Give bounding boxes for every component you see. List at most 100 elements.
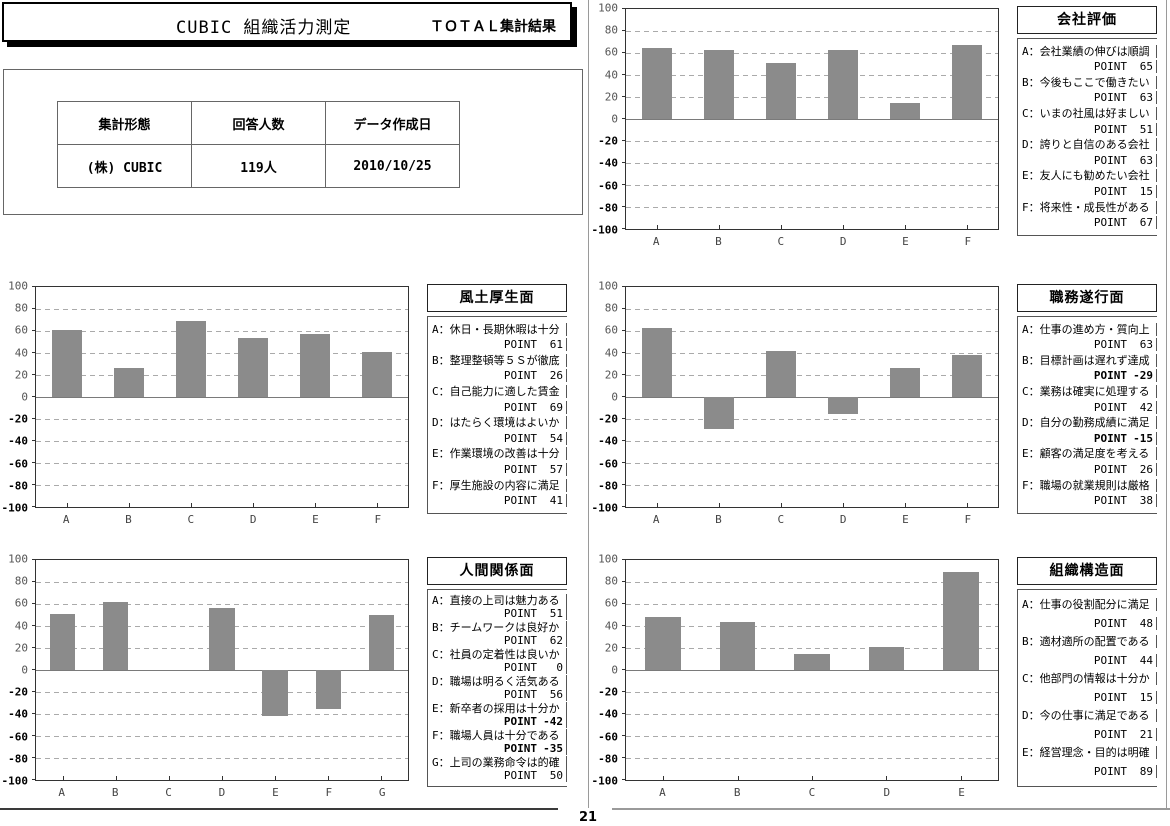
summary-info-table: 集計形態 回答人数 データ作成日 (株) CUBIC 119人 2010/10/… [57, 101, 460, 188]
bar-C [766, 62, 796, 119]
legend-item-point: POINT 63 [1022, 338, 1157, 352]
bar-chart-plot [622, 559, 999, 781]
x-axis-label: A [652, 513, 660, 526]
y-axis-tick [32, 374, 36, 375]
y-axis-label: -40 [8, 707, 28, 721]
y-axis-tick [32, 691, 36, 692]
legend-item-label: F：職場の就業規則は厳格 [1022, 478, 1157, 492]
x-axis: A B C D E F G [35, 786, 409, 801]
y-axis-tick [32, 462, 36, 463]
grid-line [626, 97, 998, 98]
x-axis-label: B [715, 235, 722, 248]
grid-line [626, 163, 998, 164]
bar-E [262, 670, 288, 717]
y-axis-label: 0 [611, 663, 618, 677]
legend-item-label: C：他部門の情報は十分か [1022, 672, 1157, 686]
legend-item-label: B：チームワークは良好か [432, 620, 567, 634]
legend-item-point: POINT 51 [432, 607, 567, 621]
legend-item-label: A：直接の上司は魅力ある [432, 593, 567, 607]
y-axis-label: 40 [604, 68, 618, 82]
point-label: POINT [1093, 338, 1127, 352]
x-axis-label: E [312, 513, 319, 526]
x-axis-label: D [249, 513, 257, 526]
bar-chart-plot [32, 286, 409, 508]
value-respondent-count: 119人 [191, 144, 326, 188]
x-axis: A B C D E F [625, 513, 999, 528]
legend-item-point: POINT 15 [1022, 185, 1157, 199]
grid-line [36, 714, 408, 715]
y-axis-label: -60 [598, 179, 618, 193]
x-axis-tick [657, 225, 658, 229]
legend-item-label: D：今の仕事に満足である [1022, 709, 1157, 723]
y-axis-label: -40 [8, 434, 28, 448]
x-axis-tick [328, 776, 330, 780]
x-axis-tick [62, 776, 64, 780]
x-axis-tick [381, 776, 383, 780]
y-axis-tick [622, 184, 626, 185]
legend-item-point: POINT 26 [432, 369, 567, 383]
legend-item-label: E：新卒者の採用は十分か [432, 701, 567, 715]
y-axis-tick [622, 581, 626, 582]
legend-item-label: F：将来性・成長性がある [1022, 200, 1157, 214]
legend-items: A：仕事の進め方・質向上 POINT 63 B：目標計画は遅れず達成 POINT -29 C… [1017, 316, 1157, 514]
point-label: POINT [503, 715, 537, 729]
x-axis-tick [967, 225, 968, 229]
bar-E [890, 102, 920, 119]
y-axis-tick [622, 691, 626, 692]
zero-axis-line [626, 670, 998, 671]
legend-item-label: B：適材適所の配置である [1022, 635, 1157, 649]
point-value: -42 [543, 715, 563, 729]
right-margin-line [1166, 0, 1167, 808]
grid-line [626, 626, 998, 627]
point-value: 57 [549, 463, 563, 477]
point-label: POINT [1093, 369, 1127, 383]
point-value: 0 [556, 661, 563, 675]
legend-item-label: E：経営理念・目的は明確 [1022, 746, 1157, 760]
point-label: POINT [503, 661, 537, 675]
x-axis-tick [967, 503, 968, 507]
y-axis-tick [622, 506, 626, 507]
legend-item-label: A：仕事の役割配分に満足 [1022, 598, 1157, 612]
bar-B [704, 397, 734, 429]
x-axis-label: F [964, 513, 972, 526]
point-value: 65 [1139, 60, 1153, 74]
bar-C [766, 350, 796, 397]
bar-E [942, 572, 979, 670]
y-axis-tick [32, 669, 36, 670]
y-axis: 100 80 60 40 20 0 -20 -40 -60 -80 -100 [2, 554, 32, 787]
zero-axis-line [626, 119, 998, 120]
y-axis-label: 80 [604, 23, 618, 37]
y-axis-label: 0 [611, 390, 618, 404]
y-axis-label: 40 [14, 619, 28, 633]
footer-rule-left [0, 808, 558, 810]
legend-item-label: E：顧客の満足度を考える [1022, 447, 1157, 461]
y-axis-tick [622, 352, 626, 353]
legend-item-point: POINT 89 [1022, 764, 1157, 778]
x-axis-label: E [272, 786, 279, 799]
y-axis-tick [622, 603, 626, 604]
grid-line [36, 375, 408, 376]
y-axis-tick [622, 118, 626, 119]
point-label: POINT [1093, 91, 1127, 105]
point-label: POINT [1093, 764, 1127, 778]
point-label: POINT [1093, 153, 1127, 167]
point-value: 26 [549, 369, 563, 383]
point-label: POINT [503, 742, 537, 756]
bar-B [114, 368, 144, 397]
legend-item-label: B：整理整頓等５Ｓが徹底 [432, 353, 567, 367]
point-label: POINT [503, 338, 537, 352]
legend-item-point: POINT 26 [1022, 463, 1157, 477]
y-axis-label: -40 [598, 434, 618, 448]
y-axis-tick [622, 757, 626, 758]
point-value: 67 [1139, 216, 1153, 230]
legend-item-point: POINT 44 [1022, 653, 1157, 667]
y-axis-tick [622, 713, 626, 714]
x-axis-tick [905, 225, 906, 229]
x-axis-tick [886, 776, 888, 780]
x-axis-tick [812, 776, 813, 780]
y-axis-label: 80 [604, 574, 618, 588]
legend-item-point: POINT 21 [1022, 727, 1157, 741]
bar-A [49, 613, 76, 670]
point-value: 54 [549, 431, 563, 445]
x-axis: A B C D E F [625, 235, 999, 250]
